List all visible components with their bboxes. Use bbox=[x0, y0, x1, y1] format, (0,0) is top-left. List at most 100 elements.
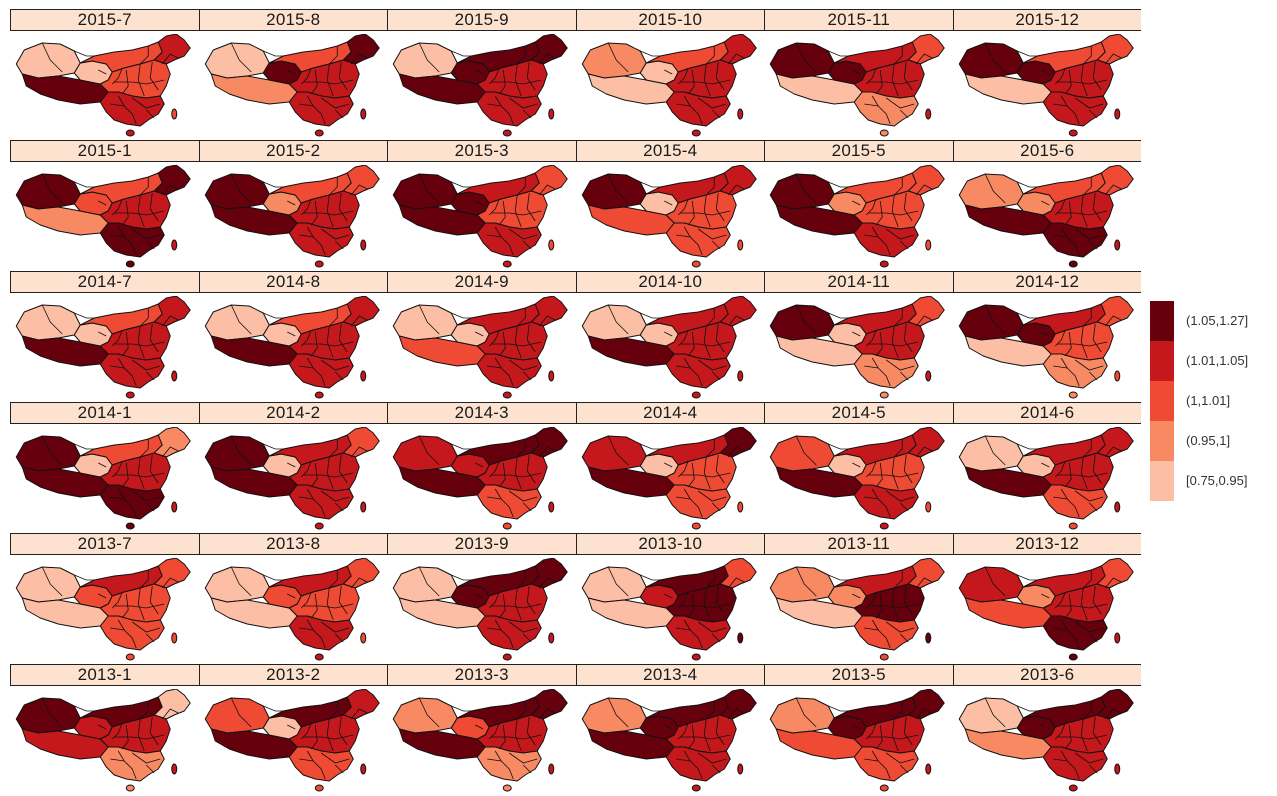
facet-panel: 2015-10 bbox=[575, 9, 765, 140]
northeast-region bbox=[907, 164, 945, 195]
province-border bbox=[886, 490, 915, 501]
province-border bbox=[139, 569, 149, 588]
province-border bbox=[110, 627, 125, 630]
province-border bbox=[1082, 700, 1092, 719]
province-border bbox=[487, 627, 502, 630]
province-border bbox=[320, 359, 349, 370]
province-border bbox=[326, 325, 334, 358]
map-area bbox=[199, 293, 388, 402]
province-border bbox=[514, 325, 522, 358]
province-border bbox=[538, 576, 556, 588]
province-border bbox=[828, 574, 849, 580]
taiwan-island bbox=[1113, 239, 1120, 250]
map-area bbox=[576, 31, 765, 140]
province-border bbox=[1054, 722, 1066, 739]
province-border bbox=[41, 697, 63, 727]
northeast-region bbox=[1096, 164, 1134, 195]
province-border bbox=[487, 365, 502, 368]
northeast-region bbox=[153, 557, 191, 588]
northeast-region bbox=[719, 557, 757, 588]
province-border bbox=[705, 176, 715, 195]
map-area bbox=[953, 686, 1142, 795]
province-border bbox=[110, 234, 125, 237]
facet-panel: 2013-7 bbox=[10, 533, 199, 664]
province-border bbox=[677, 198, 689, 215]
province-border bbox=[334, 371, 344, 380]
hainan-island bbox=[1068, 129, 1078, 136]
facet-strip-label: 2015-11 bbox=[764, 9, 953, 31]
province-border bbox=[230, 566, 252, 596]
province-border bbox=[139, 307, 149, 326]
south-region bbox=[99, 91, 165, 126]
province-border bbox=[516, 569, 526, 588]
province-border bbox=[137, 325, 145, 358]
northeast-region bbox=[907, 33, 945, 64]
northeast-region bbox=[719, 426, 757, 457]
province-border bbox=[137, 194, 145, 227]
province-border bbox=[697, 490, 726, 501]
province-border bbox=[286, 331, 295, 336]
province-border bbox=[132, 752, 161, 763]
province-border bbox=[98, 331, 107, 336]
province-border bbox=[828, 50, 849, 56]
province-border bbox=[338, 585, 348, 614]
south-region bbox=[853, 353, 919, 388]
hainan-island bbox=[502, 653, 512, 660]
south-region bbox=[99, 746, 165, 781]
province-border bbox=[705, 45, 715, 64]
taiwan-island bbox=[925, 763, 932, 774]
northeast-region bbox=[530, 688, 568, 719]
taiwan-island bbox=[171, 370, 178, 381]
facet-panel: 2015-8 bbox=[198, 9, 387, 140]
province-border bbox=[509, 359, 538, 370]
china-province-map bbox=[392, 33, 568, 136]
province-border bbox=[139, 45, 149, 64]
province-border bbox=[74, 443, 95, 449]
south-region bbox=[476, 615, 542, 650]
facet-panel: 2014-1 bbox=[10, 402, 199, 533]
province-border bbox=[683, 226, 703, 255]
province-border bbox=[262, 574, 283, 580]
china-province-map bbox=[958, 557, 1134, 660]
province-border bbox=[663, 462, 672, 467]
province-border bbox=[663, 724, 672, 729]
province-border bbox=[984, 42, 1006, 72]
northeast-region bbox=[342, 33, 380, 64]
province-border bbox=[711, 371, 721, 380]
province-border bbox=[121, 200, 129, 225]
province-border bbox=[326, 194, 334, 227]
province-border bbox=[117, 619, 137, 648]
province-border bbox=[320, 97, 349, 108]
xinjiang-region bbox=[581, 304, 647, 340]
province-border bbox=[891, 718, 899, 751]
province-border bbox=[149, 323, 159, 352]
xinjiang-region bbox=[204, 42, 270, 78]
taiwan-island bbox=[1113, 763, 1120, 774]
map-area bbox=[953, 162, 1142, 271]
xinjiang-region bbox=[581, 566, 647, 602]
province-border bbox=[727, 445, 744, 457]
facet-panel: 2013-3 bbox=[387, 664, 576, 795]
province-border bbox=[899, 240, 909, 249]
province-border bbox=[522, 371, 532, 380]
province-border bbox=[1074, 621, 1103, 632]
province-border bbox=[705, 438, 715, 457]
south-region bbox=[288, 91, 354, 126]
province-border bbox=[98, 724, 107, 729]
province-border bbox=[139, 700, 149, 719]
map-area bbox=[387, 293, 576, 402]
hainan-island bbox=[314, 653, 324, 660]
province-border bbox=[111, 460, 123, 477]
province-border bbox=[230, 435, 252, 465]
legend-item: (1,1.01] bbox=[1150, 381, 1275, 421]
xinjiang-region bbox=[392, 304, 458, 340]
province-border bbox=[687, 200, 695, 225]
province-border bbox=[1054, 67, 1066, 84]
facet-strip-label: 2013-2 bbox=[198, 664, 387, 686]
province-border bbox=[350, 707, 367, 719]
province-border bbox=[488, 198, 500, 215]
province-border bbox=[675, 627, 690, 630]
facet-panel: 2015-11 bbox=[764, 9, 953, 140]
legend-item: (0.95,1] bbox=[1150, 421, 1275, 461]
province-border bbox=[875, 593, 883, 618]
